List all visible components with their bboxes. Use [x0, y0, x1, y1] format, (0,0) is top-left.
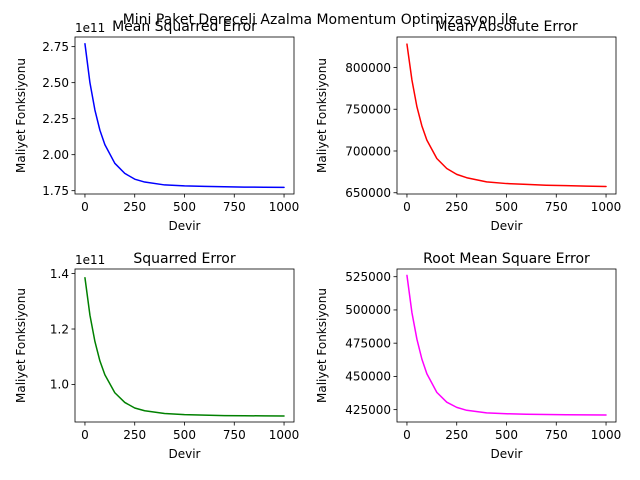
x-tick-label: 500 — [173, 428, 196, 442]
x-tick-label: 1000 — [591, 428, 622, 442]
x-tick-label: 1000 — [269, 428, 300, 442]
subplot-1: 0 250 500 750 1000 1.75 2.00 2.25 2.50 2.75 1e11 Me… — [14, 19, 299, 233]
x-tick-label: 0 — [81, 428, 89, 442]
y-axis-label-4: Maliyet Fonksiyonu — [315, 288, 329, 403]
x-tick-label: 500 — [495, 428, 518, 442]
x-tick-label: 0 — [81, 200, 89, 214]
x-tick-label: 750 — [223, 200, 246, 214]
y-tick-label: 2.75 — [42, 40, 69, 54]
y-offset-text-3: 1e11 — [75, 253, 105, 267]
x-tick-label: 750 — [545, 200, 568, 214]
y-tick-label: 2.50 — [42, 76, 69, 90]
y-tick-label: 800000 — [345, 61, 391, 75]
y-tick-label: 525000 — [345, 270, 391, 284]
subplot-grid: 0 250 500 750 1000 1.75 2.00 2.25 2.50 2.75 1e11 Me… — [14, 19, 621, 461]
y-tick-label: 1.0 — [50, 378, 69, 392]
x-tick-label: 750 — [545, 428, 568, 442]
y-tick-label: 2.25 — [42, 112, 69, 126]
y-tick-label: 450000 — [345, 370, 391, 384]
series-line-1 — [84, 43, 285, 189]
y-tick-label: 475000 — [345, 336, 391, 350]
subplot-2: 0 250 500 750 1000 650000 700000 750000 800000 Me… — [315, 19, 621, 233]
x-tick-label: 250 — [445, 200, 468, 214]
x-tick-label: 250 — [123, 428, 146, 442]
y-tick-label: 750000 — [345, 103, 391, 117]
y-tick-label: 700000 — [345, 144, 391, 158]
series-line-3 — [84, 277, 285, 417]
x-tick-label: 1000 — [591, 200, 622, 214]
subplot-title-2: Mean Absolute Error — [435, 19, 578, 35]
y-tick-label: 1.4 — [50, 267, 69, 281]
y-axis-label-3: Maliyet Fonksiyonu — [14, 288, 28, 403]
x-tick-label: 250 — [445, 428, 468, 442]
y-tick-label: 650000 — [345, 186, 391, 200]
series-line-2 — [406, 43, 607, 188]
x-tick-label: 750 — [223, 428, 246, 442]
y-axis-label-2: Maliyet Fonksiyonu — [315, 58, 329, 173]
x-tick-label: 500 — [495, 200, 518, 214]
x-axis-label-4: Devir — [491, 447, 523, 461]
x-tick-label: 0 — [403, 428, 411, 442]
y-tick-label: 2.00 — [42, 148, 69, 162]
subplot-title-3: Squarred Error — [133, 251, 236, 267]
x-axis-label-3: Devir — [169, 447, 201, 461]
subplot-3: 0 250 500 750 1000 1.0 1.2 1.4 1e11 Squarred Erro… — [14, 251, 299, 461]
y-tick-label: 500000 — [345, 303, 391, 317]
subplot-title-1: Mean Squarred Error — [112, 19, 257, 35]
x-tick-label: 0 — [403, 200, 411, 214]
x-tick-label: 1000 — [269, 200, 300, 214]
y-tick-label: 1.2 — [50, 322, 69, 336]
x-tick-label: 500 — [173, 200, 196, 214]
y-offset-text-1: 1e11 — [75, 21, 105, 35]
subplot-4: 0 250 500 750 1000 425000 450000 475000 500000 52… — [315, 251, 621, 461]
x-axis-label-2: Devir — [491, 219, 523, 233]
x-tick-label: 250 — [123, 200, 146, 214]
subplot-title-4: Root Mean Square Error — [423, 251, 590, 267]
y-tick-label: 1.75 — [42, 184, 69, 198]
figure-suptitle: Mini Paket Dereceli Azalma Momentum Opti… — [123, 12, 518, 28]
y-axis-label-1: Maliyet Fonksiyonu — [14, 58, 28, 173]
series-line-4 — [406, 274, 607, 416]
x-axis-label-1: Devir — [169, 219, 201, 233]
y-tick-label: 425000 — [345, 403, 391, 417]
